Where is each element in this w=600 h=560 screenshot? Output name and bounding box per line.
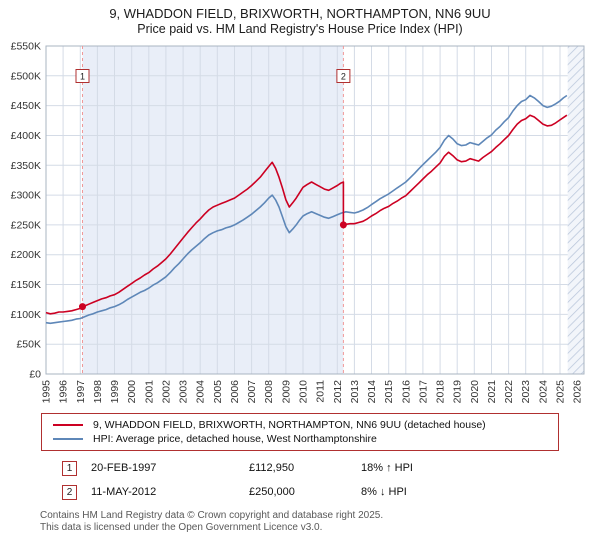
transaction-1-hpi-delta: 18% ↑ HPI bbox=[361, 462, 413, 474]
x-axis-label: 2016 bbox=[400, 380, 412, 404]
y-axis-label: £200K bbox=[11, 249, 41, 261]
y-axis-label: £300K bbox=[11, 190, 41, 202]
gridlines bbox=[45, 45, 584, 375]
y-axis-label: £0 bbox=[29, 369, 41, 381]
x-axis-label: 2001 bbox=[143, 380, 155, 404]
x-axis-label: 2008 bbox=[263, 380, 275, 404]
y-axis-label: £350K bbox=[11, 160, 41, 172]
x-axis-label: 2007 bbox=[246, 380, 258, 404]
sale-marker-label: 2 bbox=[341, 72, 346, 82]
transaction-list: 1 20-FEB-1997 £112,950 18% ↑ HPI 2 11-MA… bbox=[62, 460, 600, 500]
transaction-row-2: 2 11-MAY-2012 £250,000 8% ↓ HPI bbox=[62, 484, 600, 500]
x-axis-label: 1997 bbox=[75, 380, 87, 404]
x-axis-label: 2021 bbox=[486, 380, 498, 404]
future-period-hatch bbox=[567, 46, 584, 374]
x-axis-label: 1999 bbox=[109, 380, 121, 404]
sale-point-dot bbox=[79, 303, 86, 311]
x-axis-label: 2023 bbox=[520, 380, 532, 404]
x-axis-label: 2022 bbox=[503, 380, 515, 404]
x-axis-label: 2017 bbox=[417, 380, 429, 404]
legend-label-hpi: HPI: Average price, detached house, West… bbox=[93, 433, 377, 445]
transaction-2-hpi-delta: 8% ↓ HPI bbox=[361, 486, 407, 498]
legend-item-property: 9, WHADDON FIELD, BRIXWORTH, NORTHAMPTON… bbox=[51, 418, 549, 432]
transaction-1-price: £112,950 bbox=[249, 462, 295, 474]
x-axis-label: 2006 bbox=[229, 380, 241, 404]
y-axis-label: £150K bbox=[11, 279, 41, 291]
sale-marker-box bbox=[75, 69, 90, 83]
transaction-1-marker: 1 bbox=[62, 460, 77, 476]
y-axis-label: £500K bbox=[11, 70, 41, 82]
x-axis-label: 2010 bbox=[298, 380, 310, 404]
blue-line-swatch-icon bbox=[53, 438, 83, 440]
sale-marker-box bbox=[336, 69, 351, 83]
y-axis-label: £550K bbox=[11, 41, 41, 53]
x-axis-label: 2018 bbox=[435, 380, 447, 404]
house-price-chart-page: 9, WHADDON FIELD, BRIXWORTH, NORTHAMPTON… bbox=[0, 6, 600, 560]
ownership-period-band bbox=[82, 46, 344, 374]
x-axis-label: 2019 bbox=[452, 380, 464, 404]
y-axis-label: £450K bbox=[11, 100, 41, 112]
x-axis-label: 2004 bbox=[195, 380, 207, 404]
y-axis-label: £400K bbox=[11, 130, 41, 142]
transaction-2-marker: 2 bbox=[62, 484, 77, 500]
transaction-row-1: 1 20-FEB-1997 £112,950 18% ↑ HPI bbox=[62, 460, 600, 476]
plot-area: 1 2 £0 £50K £100K £150K £200K £250K £300K £350K £4… bbox=[11, 41, 585, 404]
x-axis-label: 2015 bbox=[383, 380, 395, 404]
x-axis-label: 2025 bbox=[555, 380, 567, 404]
y-axis-label: £100K bbox=[11, 309, 41, 321]
x-axis-label: 2012 bbox=[332, 380, 344, 404]
x-axis-label: 1996 bbox=[58, 380, 70, 404]
license-line-1: Contains HM Land Registry data © Crown c… bbox=[40, 510, 384, 521]
x-axis-label: 2013 bbox=[349, 380, 361, 404]
red-line-swatch-icon bbox=[53, 424, 83, 426]
x-axis-label: 1995 bbox=[41, 380, 53, 404]
x-axis-label: 1998 bbox=[92, 380, 104, 404]
x-axis-label: 2020 bbox=[469, 380, 481, 404]
x-axis-label: 2000 bbox=[126, 380, 138, 404]
x-axis-label: 2005 bbox=[212, 380, 224, 404]
license-note: Contains HM Land Registry data © Crown c… bbox=[40, 510, 600, 533]
transaction-2-date: 11-MAY-2012 bbox=[91, 486, 157, 498]
y-axis-label: £250K bbox=[11, 219, 41, 231]
x-axis-label: 2026 bbox=[572, 380, 584, 404]
sale-marker-label: 1 bbox=[80, 72, 85, 82]
property-price-line bbox=[45, 114, 568, 315]
x-axis-label: 2002 bbox=[160, 380, 172, 404]
x-axis-label: 2024 bbox=[537, 380, 549, 404]
transaction-2-price: £250,000 bbox=[249, 486, 295, 498]
x-axis-label: 2003 bbox=[178, 380, 190, 404]
legend-item-hpi: HPI: Average price, detached house, West… bbox=[51, 432, 549, 446]
price-history-chart: 1 2 £0 £50K £100K £150K £200K £250K £300K £350K £4… bbox=[11, 41, 585, 404]
page-title: 9, WHADDON FIELD, BRIXWORTH, NORTHAMPTON… bbox=[109, 6, 491, 21]
hpi-line bbox=[45, 94, 568, 325]
y-axis-label: £50K bbox=[16, 339, 41, 351]
x-axis-label: 2009 bbox=[280, 380, 292, 404]
page-subtitle: Price paid vs. HM Land Registry's House … bbox=[137, 22, 463, 36]
transaction-1-date: 20-FEB-1997 bbox=[91, 462, 157, 474]
plot-frame bbox=[45, 45, 585, 375]
x-axis-label: 2011 bbox=[315, 380, 327, 403]
sale-point-dot bbox=[339, 221, 347, 229]
license-line-2: This data is licensed under the Open Gov… bbox=[40, 521, 323, 533]
legend-label-property: 9, WHADDON FIELD, BRIXWORTH, NORTHAMPTON… bbox=[93, 419, 486, 431]
x-axis-label: 2014 bbox=[366, 380, 378, 404]
chart-legend: 9, WHADDON FIELD, BRIXWORTH, NORTHAMPTON… bbox=[41, 413, 559, 451]
